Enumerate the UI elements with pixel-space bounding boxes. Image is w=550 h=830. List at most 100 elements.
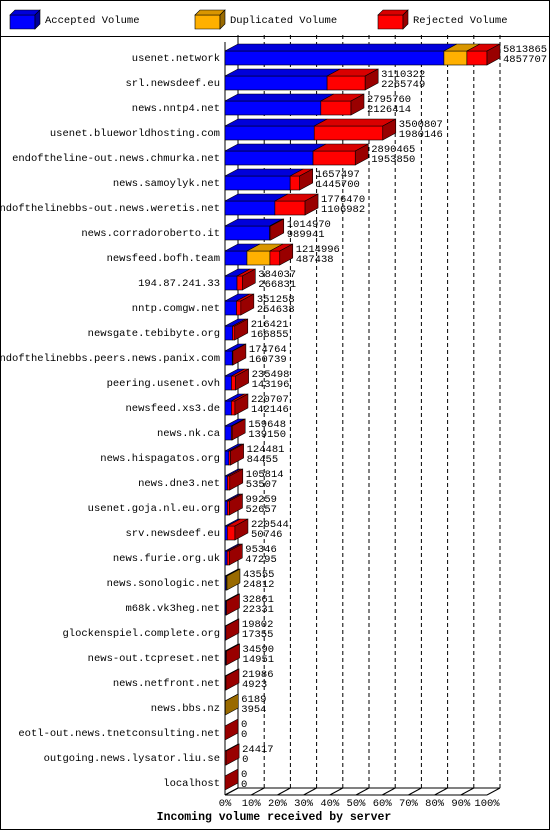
accepted-label: 53507 [246,479,278,491]
bar-side [354,143,369,166]
bar-segment [224,475,228,491]
tick-mark [434,787,448,796]
total-label: 21986 [242,669,274,681]
bar-segment [224,525,228,541]
x-tick-label: 40% [320,798,340,810]
bar-segment [326,75,366,91]
accepted-label: 0 [241,779,247,791]
bar-segment [224,150,314,166]
legend-swatch [377,14,404,30]
category-label: endofthelinebbs.peers.news.panix.com [0,353,220,365]
tick-mark [486,787,501,796]
bar-segment [466,50,488,66]
bar-side [226,593,240,616]
bar-group [224,393,249,416]
bar-segment [224,100,322,116]
bar-segment [226,550,230,566]
x-tick-label: 70% [399,798,419,810]
x-tick-label: 90% [451,798,471,810]
bar-side [234,393,249,416]
category-label: endofthelinebbs-out.news.weretis.net [0,203,220,215]
chart-title: Incoming volume received by server [157,811,392,824]
bar-segment [227,500,230,516]
bar-segment [227,475,231,491]
accepted-label: 1980146 [399,129,443,141]
category-label: news.nntp4.net [132,103,220,115]
category-label: srl.newsdeef.eu [125,78,220,90]
total-label: 1014970 [287,219,331,231]
x-tick-label: 60% [373,798,393,810]
bar-group [224,268,256,291]
bar-group [224,118,397,141]
bar-top [224,118,328,127]
legend-item: Duplicated Volume [194,9,337,30]
bar-group [224,693,239,716]
bar-group [224,518,249,541]
legend-swatch-side [402,9,409,30]
bar-side [234,518,249,541]
bar-top [224,168,304,177]
category-label: newsfeed.xs3.de [125,403,220,415]
tick-mark [381,787,396,796]
x-tick-label: 80% [425,798,445,810]
bar-group [224,618,240,641]
bar-group [224,193,319,216]
tick-mark [329,787,344,796]
total-label: 124481 [247,444,285,456]
category-label: m68k.vk3heg.net [125,603,220,615]
category-label: 194.87.241.33 [138,278,220,290]
total-label: 43555 [243,569,275,581]
bar-top [224,143,327,152]
accepted-label: 2265749 [381,79,425,91]
bar-group [224,768,239,791]
accepted-label: 14951 [243,654,275,666]
bar-group [224,218,285,241]
bar-group [224,318,249,341]
bar-side [364,68,379,91]
category-label: peering.usenet.ovh [107,378,220,390]
tick-mark [250,787,265,796]
total-label: 3500807 [399,119,443,131]
x-tick-label: 10% [242,798,262,810]
bar-segment [224,50,445,66]
accepted-label: 0 [242,754,248,766]
bar-group [224,93,365,116]
bar-segment [224,550,228,566]
accepted-label: 1953850 [371,154,415,166]
accepted-label: 0 [241,729,247,741]
legend-label: Accepted Volume [45,15,140,27]
category-label: news.hispagatos.org [100,453,220,465]
accepted-label: 22331 [242,604,274,616]
bar-side [304,193,319,216]
total-label: 24417 [242,744,274,756]
category-label: usenet.network [132,53,220,65]
accepted-label: 17355 [242,629,274,641]
total-label: 19802 [242,619,274,631]
accepted-label: 266831 [258,279,296,291]
accepted-label: 3954 [241,704,266,716]
bar-segment [231,375,236,391]
bar-top [314,118,396,127]
category-label: srv.newsdeef.eu [125,528,220,540]
accepted-label: 139150 [248,429,286,441]
bar-group [224,243,294,266]
total-label: 1214996 [296,244,340,256]
accepted-label: 487438 [296,254,334,266]
bar-side [226,568,241,591]
legend-label: Rejected Volume [413,15,508,27]
bar-group [224,593,240,616]
bar-segment [236,300,242,316]
total-label: 174764 [249,344,287,356]
bar-segment [224,400,232,416]
x-tick-label: 50% [347,798,367,810]
total-label: 32861 [242,594,274,606]
total-label: 2795760 [367,94,411,106]
accepted-label: 4857707 [503,54,547,66]
bar-segment [231,400,236,416]
bar-segment [224,275,238,291]
bar-side [486,43,501,66]
bar-side [224,718,239,741]
bar-group [224,718,239,741]
category-label: news.furie.org.uk [113,553,220,565]
